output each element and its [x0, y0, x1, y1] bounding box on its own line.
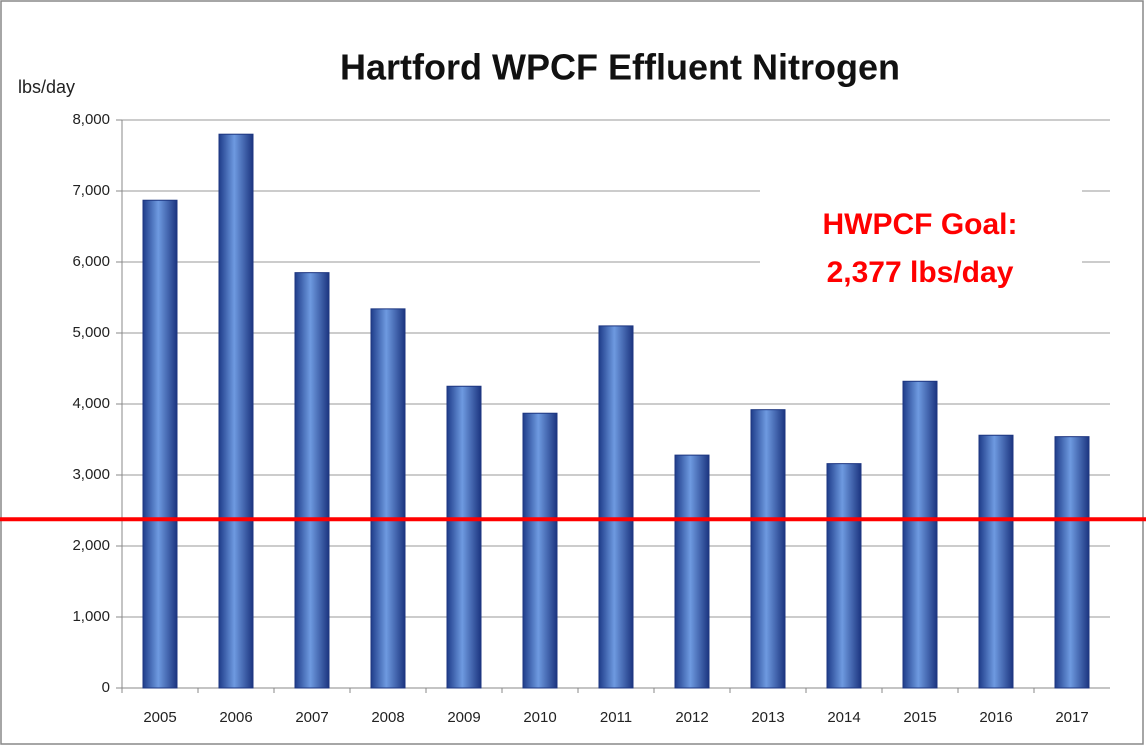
- bar: [674, 454, 710, 689]
- bar: [446, 385, 482, 689]
- x-tick-label: 2006: [219, 709, 252, 726]
- x-tick-label: 2013: [751, 709, 784, 726]
- x-tick-label: 2005: [143, 709, 176, 726]
- bar: [218, 133, 254, 689]
- bar: [750, 409, 786, 689]
- y-axis-label: lbs/day: [18, 77, 75, 97]
- y-tick-label: 0: [102, 679, 110, 696]
- x-tick-label: 2016: [979, 709, 1012, 726]
- x-tick-label: 2017: [1055, 709, 1088, 726]
- bar: [978, 434, 1014, 689]
- y-tick-label: 1,000: [72, 608, 110, 625]
- bar: [1054, 436, 1090, 689]
- y-tick-label: 6,000: [72, 253, 110, 270]
- chart-title: Hartford WPCF Effluent Nitrogen: [340, 47, 900, 88]
- x-tick-label: 2008: [371, 709, 404, 726]
- x-tick-label: 2014: [827, 709, 860, 726]
- y-tick-label: 2,000: [72, 537, 110, 554]
- bar: [522, 412, 558, 689]
- y-tick-label: 3,000: [72, 466, 110, 483]
- x-tick-label: 2010: [523, 709, 556, 726]
- x-tick-label: 2015: [903, 709, 936, 726]
- bar: [902, 380, 938, 689]
- y-tick-label: 4,000: [72, 395, 110, 412]
- x-tick-label: 2007: [295, 709, 328, 726]
- annotation-bg: [760, 180, 1082, 310]
- bar: [142, 199, 178, 689]
- goal-label: HWPCF Goal:: [823, 208, 1018, 241]
- x-tick-label: 2009: [447, 709, 480, 726]
- x-tick-label: 2011: [600, 709, 632, 726]
- bar: [370, 308, 406, 689]
- bar: [294, 272, 330, 689]
- goal-label: 2,377 lbs/day: [827, 256, 1014, 289]
- x-tick-label: 2012: [675, 709, 708, 726]
- bar: [826, 463, 862, 689]
- y-tick-label: 5,000: [72, 324, 110, 341]
- bar: [598, 325, 634, 689]
- y-tick-label: 8,000: [72, 111, 110, 128]
- y-tick-label: 7,000: [72, 182, 110, 199]
